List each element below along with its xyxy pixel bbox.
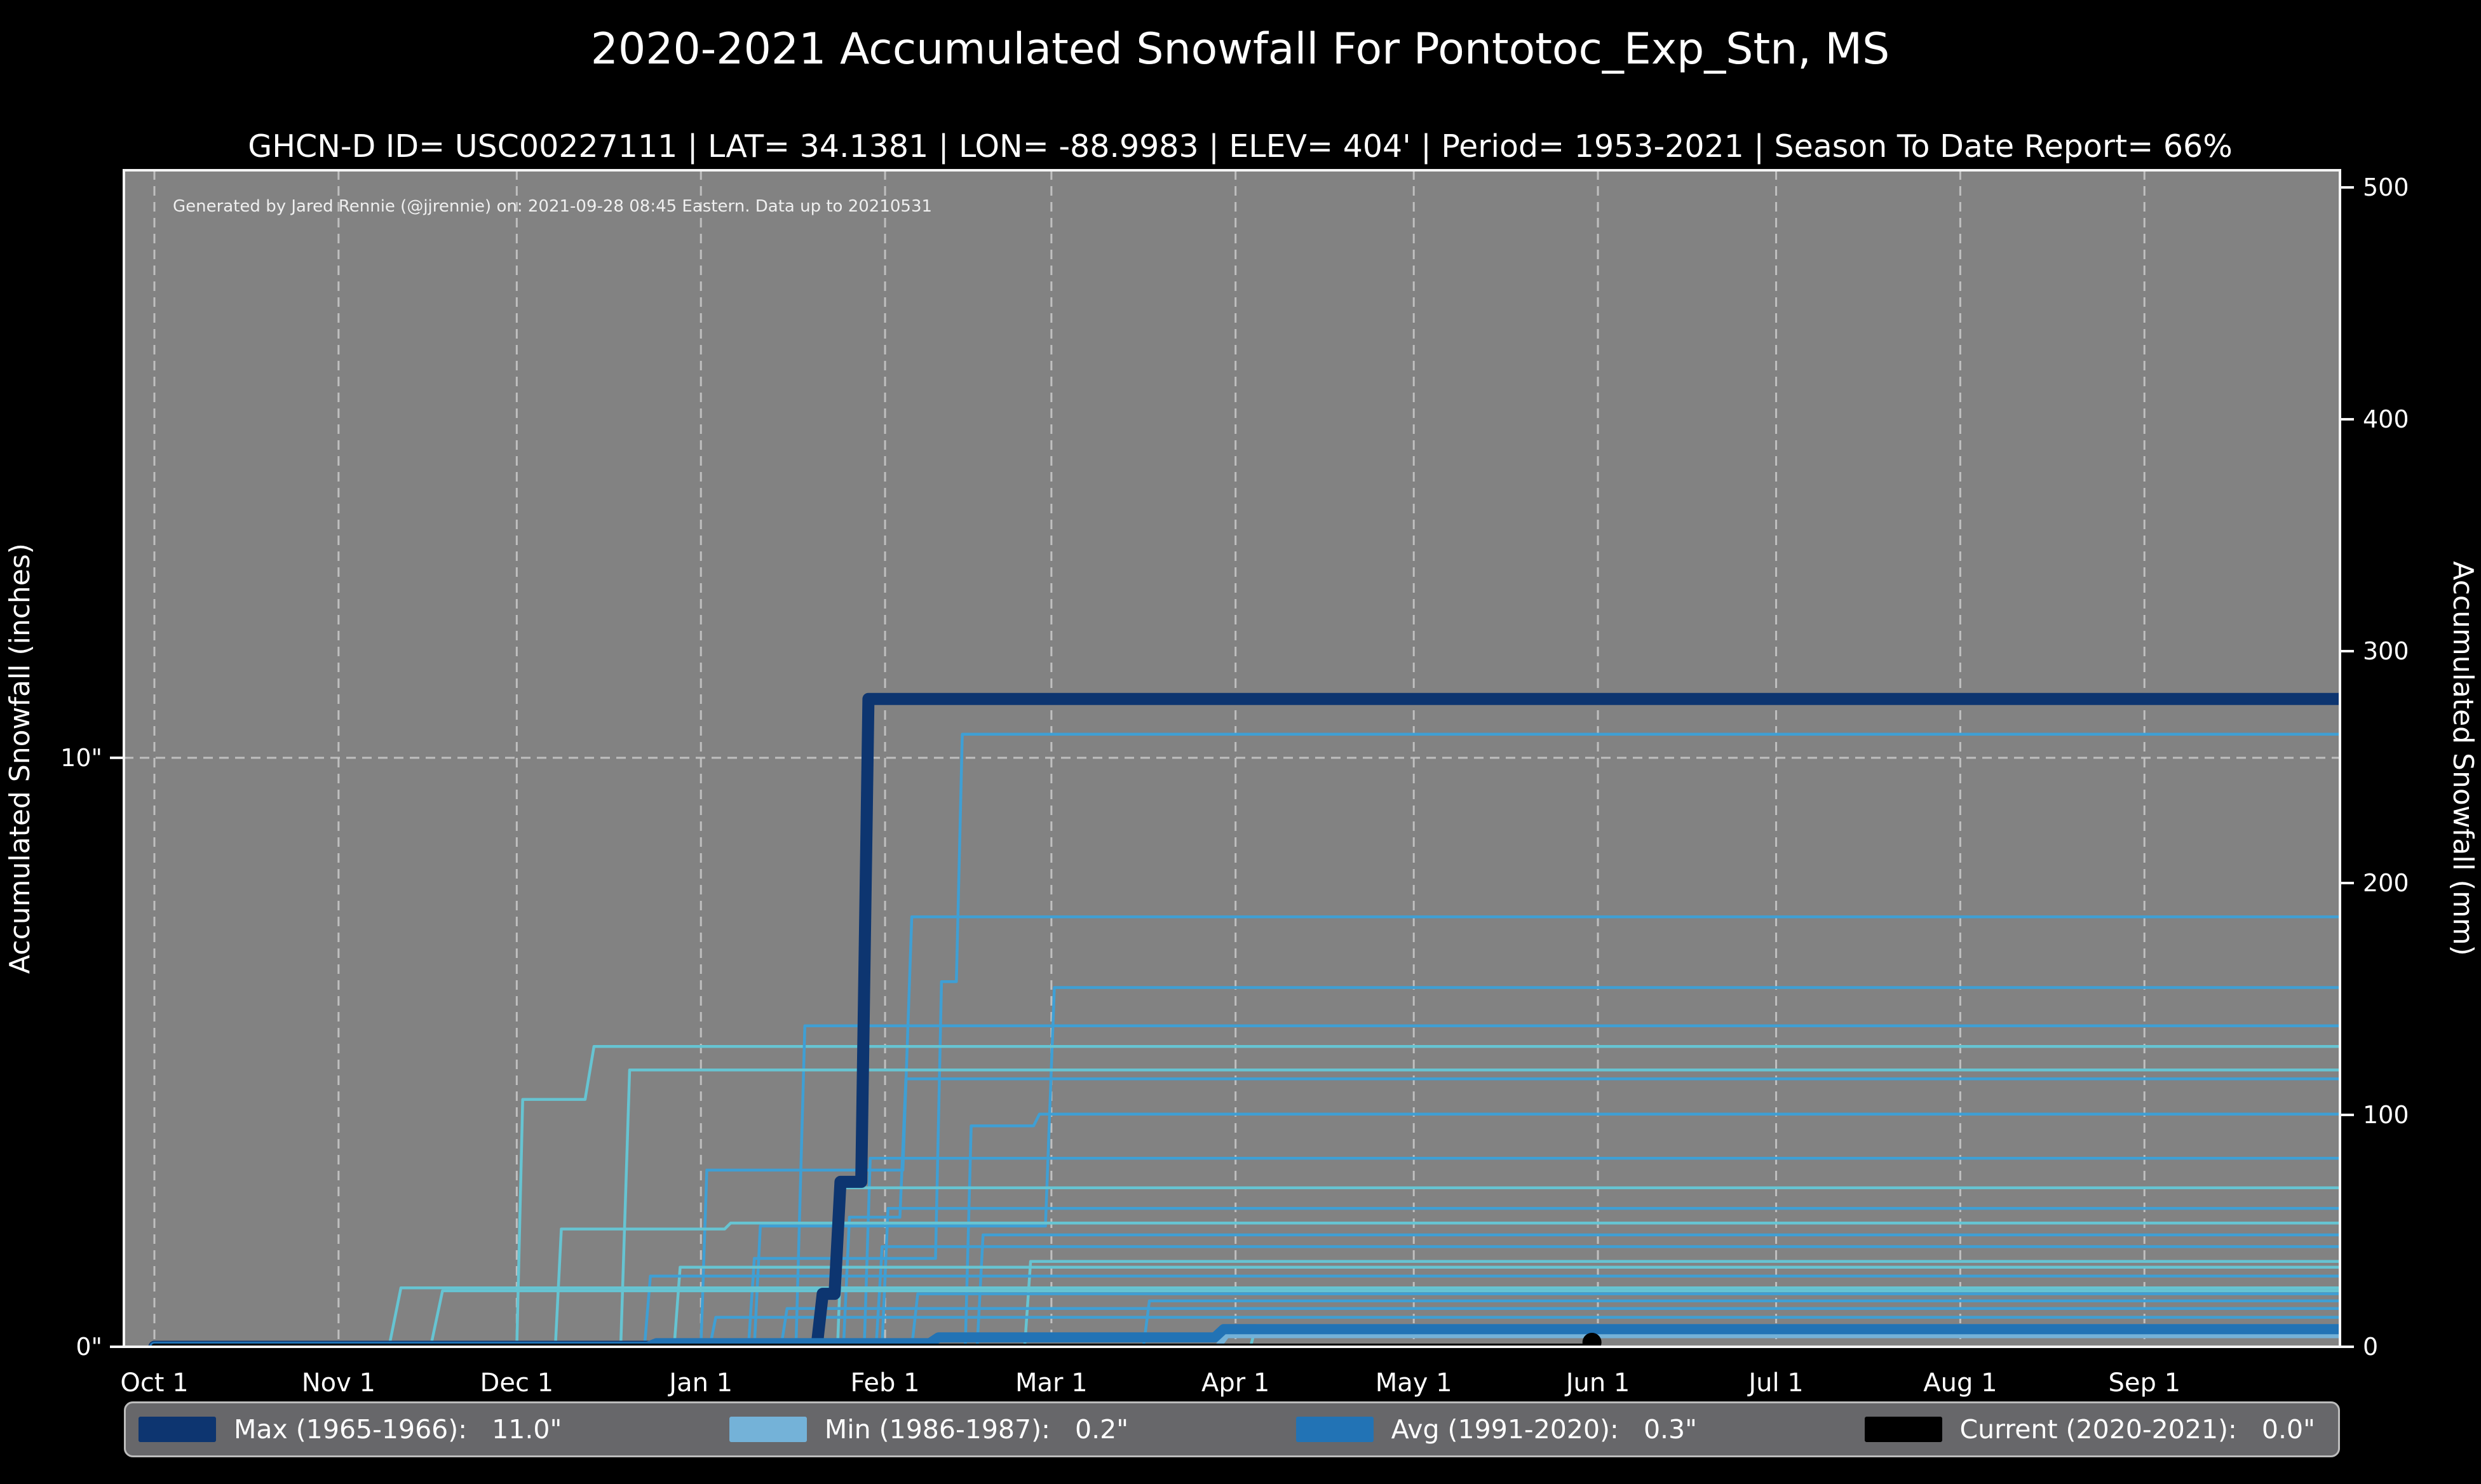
x-tick-label: May 1 — [1376, 1368, 1452, 1398]
legend-swatch — [1864, 1417, 1942, 1442]
left-tick-label: 0" — [76, 1333, 102, 1361]
x-tick-label: Aug 1 — [1923, 1368, 1997, 1398]
page-title: 2020-2021 Accumulated Snowfall For Ponto… — [591, 24, 1890, 74]
legend-swatch — [1295, 1417, 1374, 1442]
x-tick-label: Feb 1 — [851, 1368, 920, 1398]
left-axis-label: Accumulated Snowfall (inches) — [4, 543, 36, 974]
historical-season-line — [152, 732, 2340, 1347]
historical-season-line — [152, 1077, 2340, 1347]
right-axis-label: Accumulated Snowfall (mm) — [2447, 561, 2479, 955]
x-tick-label: Jun 1 — [1564, 1368, 1630, 1398]
historical-season-line — [152, 1299, 2340, 1347]
legend-item: Current (2020-2021): 0.0" — [1864, 1414, 2315, 1445]
axis-ticks-and-labels: Oct 1 Nov 1 Dec 1 Jan 1 Feb 1 Mar 1 Apr 1 May 1… — [60, 173, 2409, 1398]
historical-season-line — [152, 1265, 2340, 1347]
gridlines — [124, 170, 2340, 1347]
historical-season-line — [152, 1289, 2340, 1347]
legend-swatch — [139, 1417, 216, 1442]
historical-season-line — [152, 1069, 2340, 1347]
historical-season-line — [152, 1307, 2340, 1347]
legend-label: Max (1965-1966): 11.0" — [234, 1414, 562, 1445]
page-subtitle: GHCN-D ID= USC00227111 | LAT= 34.1381 | … — [248, 128, 2233, 165]
legend-item: Avg (1991-2020): 0.3" — [1295, 1414, 1698, 1445]
historical-season-line — [152, 915, 2340, 1347]
max-season-line — [148, 692, 2340, 1347]
legend-item: Min (1986-1987): 0.2" — [729, 1414, 1128, 1445]
right-tick-label: 0 — [2363, 1333, 2378, 1361]
historical-season-line — [152, 1157, 2340, 1347]
data-series-layer — [148, 692, 2340, 1347]
x-tick-label: Sep 1 — [2108, 1368, 2180, 1398]
right-tick-label: 500 — [2363, 173, 2409, 201]
right-tick-label: 100 — [2363, 1101, 2409, 1129]
x-tick-label: Jul 1 — [1747, 1368, 1803, 1398]
x-tick-label: Jan 1 — [667, 1368, 733, 1398]
historical-season-line — [152, 1044, 2340, 1347]
right-tick-label: 300 — [2363, 637, 2409, 665]
historical-season-line — [152, 1024, 2340, 1347]
historical-season-line — [152, 986, 2340, 1347]
right-tick-label: 400 — [2363, 405, 2409, 433]
x-tick-label: Nov 1 — [302, 1368, 375, 1398]
historical-season-line — [152, 1112, 2340, 1347]
x-tick-label: Dec 1 — [480, 1368, 554, 1398]
historical-season-line — [152, 1260, 2340, 1347]
current-season-end-dot — [1582, 1333, 1602, 1347]
min-season-line — [151, 1332, 2340, 1347]
historical-season-line — [152, 1316, 2340, 1347]
legend-label: Current (2020-2021): 0.0" — [1959, 1414, 2315, 1445]
legend-swatch — [729, 1417, 807, 1442]
right-tick-label: 200 — [2363, 869, 2409, 897]
legend-item: Max (1965-1966): 11.0" — [139, 1414, 562, 1445]
legend-label: Avg (1991-2020): 0.3" — [1391, 1414, 1698, 1445]
historical-season-line — [152, 1222, 2340, 1347]
watermark-text: Generated by Jared Rennie (@jjrennie) on… — [173, 197, 932, 216]
historical-season-line — [152, 1245, 2340, 1347]
legend-label: Min (1986-1987): 0.2" — [824, 1414, 1129, 1445]
historical-season-line — [152, 1206, 2340, 1347]
historical-season-line — [152, 1292, 2340, 1347]
historical-season-line — [152, 1286, 2340, 1347]
left-tick-label: 10" — [60, 744, 102, 772]
chart-legend: Max (1965-1966): 11.0" Min (1986-1987): 0… — [124, 1401, 2340, 1457]
historical-season-line — [152, 1274, 2340, 1347]
x-tick-label: Oct 1 — [120, 1368, 188, 1398]
x-tick-label: Apr 1 — [1201, 1368, 1269, 1398]
x-tick-label: Mar 1 — [1015, 1368, 1088, 1398]
